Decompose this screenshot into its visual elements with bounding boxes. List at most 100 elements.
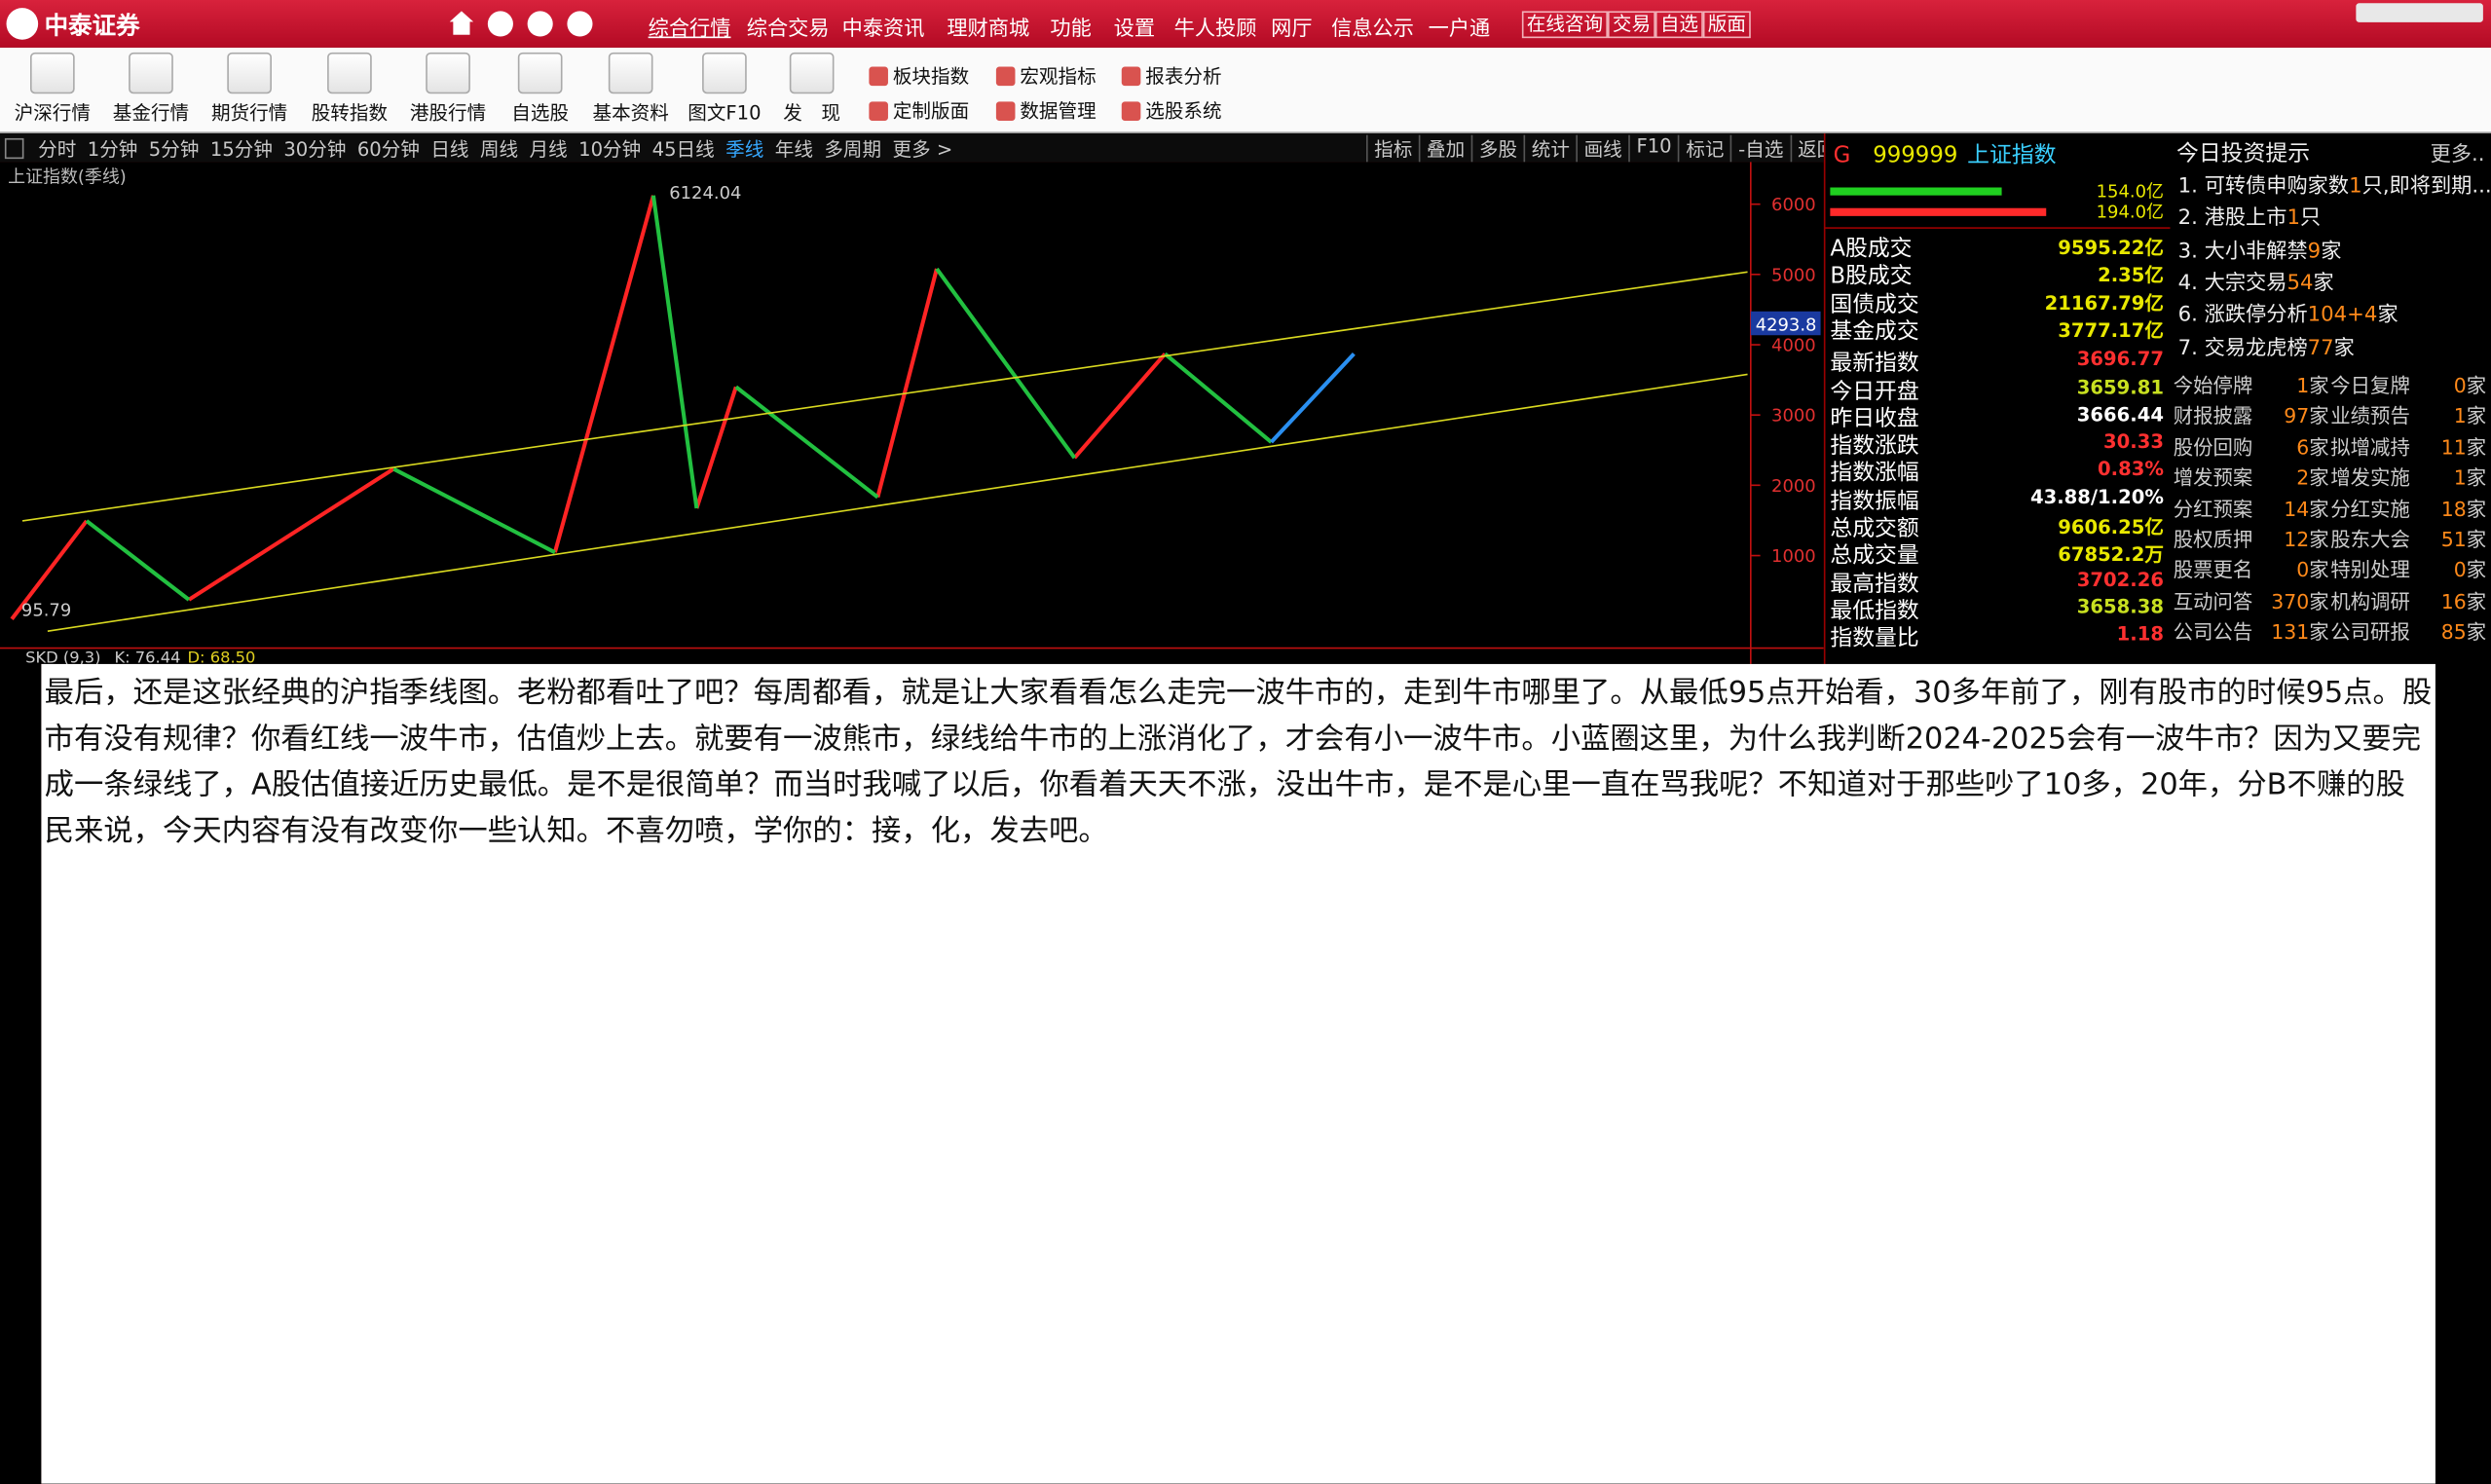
- grid-count: 11: [2440, 434, 2467, 460]
- grid-label: 股份回购: [2173, 434, 2253, 460]
- nav-item[interactable]: 功能: [1050, 17, 1092, 42]
- toolbar-icon: [227, 52, 272, 94]
- tip-item[interactable]: 3. 大小非解禁9家: [2178, 233, 2342, 263]
- header-button[interactable]: 在线咨询: [1521, 11, 1609, 39]
- wave-line: [1072, 352, 1167, 460]
- nav-item[interactable]: 综合交易: [746, 17, 830, 42]
- tip-item[interactable]: 6. 涨跌停分析104+4家: [2178, 297, 2398, 327]
- grid-count: 2: [2296, 465, 2310, 490]
- forward-button[interactable]: [527, 11, 553, 37]
- nav-item[interactable]: 综合行情: [648, 17, 731, 42]
- chart-tool[interactable]: F10: [1628, 134, 1678, 163]
- window-controls[interactable]: [2356, 3, 2483, 22]
- chart-tool[interactable]: 指标: [1366, 134, 1419, 163]
- y-tick-label: 4000: [1771, 336, 1816, 356]
- period-tab[interactable]: 周线: [479, 137, 519, 161]
- toolbar-link[interactable]: 选股系统: [1122, 97, 1221, 125]
- period-tab[interactable]: 1分钟: [87, 137, 138, 161]
- header-button[interactable]: 自选: [1654, 11, 1703, 39]
- nav-item[interactable]: 信息公示: [1331, 17, 1414, 42]
- tip-item[interactable]: 2. 港股上市1只: [2178, 201, 2322, 231]
- tool-row: 指标 叠加 多股 统计 画线 F10 标记 -自选 返回: [1366, 134, 1842, 163]
- wave-line: [875, 268, 939, 499]
- toolbar-label: 图文F10: [688, 101, 762, 125]
- toolbar-label: 基本资料: [592, 101, 669, 125]
- back-button[interactable]: [487, 11, 513, 37]
- tip-item[interactable]: 4. 大宗交易54家: [2178, 265, 2334, 295]
- toolbar-link[interactable]: 宏观指标: [996, 62, 1096, 90]
- wave-line: [10, 519, 89, 620]
- period-tab[interactable]: 月线: [529, 137, 568, 161]
- grid-count: 85: [2440, 619, 2467, 645]
- toolbar-link[interactable]: 报表分析: [1122, 62, 1221, 90]
- chart: 上证指数(季线) 1000 2000 3000 4000 5000 6000 6124.04 9…: [0, 162, 1824, 666]
- volume-bar: [1830, 187, 2002, 196]
- toolbar-button[interactable]: 港股行情: [402, 52, 495, 126]
- grid-unit: 家: [2466, 588, 2487, 613]
- period-tab[interactable]: 10分钟: [578, 137, 642, 161]
- chart-tool[interactable]: 多股: [1470, 134, 1524, 163]
- quote-label: 指数涨跌: [1830, 433, 1919, 460]
- nav-item[interactable]: 牛人投顾: [1173, 17, 1257, 42]
- tips-panel: 今日投资提示 更多.. 1. 可转债申购家数1只,即将到期... 2. 港股上市1只 3…: [2170, 133, 2491, 664]
- toolbar-button[interactable]: 沪深行情: [7, 52, 99, 126]
- chart-tool[interactable]: -自选: [1730, 134, 1790, 163]
- grid-unit: 家: [2466, 558, 2487, 582]
- period-tabs: 分时 1分钟 5分钟 15分钟 30分钟 60分钟 日线 周线 月线 10分钟 45日线 季线 年线 多周…: [0, 133, 1836, 165]
- nav-item[interactable]: 中泰资讯: [841, 17, 925, 42]
- period-tab[interactable]: 更多 >: [892, 137, 953, 161]
- period-tab[interactable]: 分时: [38, 137, 77, 161]
- nav-item[interactable]: 一户通: [1428, 17, 1491, 42]
- chart-tool[interactable]: 标记: [1678, 134, 1730, 163]
- tip-count: 77: [2307, 336, 2334, 360]
- period-tab[interactable]: 日线: [430, 137, 469, 161]
- toolbar-button[interactable]: 股转指数: [304, 52, 396, 126]
- toolbar-link[interactable]: 数据管理: [996, 97, 1096, 125]
- period-tab[interactable]: 45日线: [651, 137, 715, 161]
- grid-value: 2家: [2174, 461, 2328, 491]
- toolbar-button[interactable]: 基金行情: [105, 52, 198, 126]
- tip-item[interactable]: 1. 可转债申购家数1只,即将到期...: [2178, 168, 2491, 198]
- quote-value: 3702.26: [2076, 568, 2164, 591]
- toolbar-icon: [789, 52, 835, 94]
- chart-tool[interactable]: 叠加: [1418, 134, 1471, 163]
- toolbar-link[interactable]: 板块指数: [869, 62, 969, 90]
- chart-tool[interactable]: 统计: [1523, 134, 1577, 163]
- tips-more[interactable]: 更多..: [2430, 142, 2485, 167]
- grid-unit: 家: [2466, 527, 2487, 552]
- period-tab[interactable]: 60分钟: [356, 137, 420, 161]
- tips-title: 今日投资提示: [2176, 141, 2311, 167]
- period-tab[interactable]: 30分钟: [283, 137, 347, 161]
- chart-tool[interactable]: 画线: [1576, 134, 1628, 163]
- period-tab[interactable]: 年线: [774, 137, 813, 161]
- quote-label: 国债成交: [1830, 291, 1919, 317]
- grid-count: 16: [2440, 588, 2467, 613]
- menu-button[interactable]: [567, 11, 593, 37]
- period-tab[interactable]: 5分钟: [148, 137, 200, 161]
- wave-line: [85, 519, 191, 602]
- high-label: 6124.04: [669, 183, 741, 204]
- wave-line: [734, 385, 879, 500]
- nav-item[interactable]: 设置: [1113, 17, 1156, 42]
- toolbar-button[interactable]: 基本资料: [584, 52, 677, 126]
- period-tab[interactable]: 多周期: [824, 137, 882, 161]
- period-tab[interactable]: 15分钟: [209, 137, 273, 161]
- toolbar-link[interactable]: 定制版面: [869, 97, 969, 125]
- nav-item[interactable]: 网厅: [1271, 17, 1313, 42]
- quote-value: 3696.77: [2076, 348, 2164, 371]
- grid-value: 11家: [2330, 430, 2486, 461]
- period-tab[interactable]: 季线: [725, 137, 764, 161]
- grid-count: 1: [2296, 373, 2310, 397]
- nav-item[interactable]: 理财商城: [947, 17, 1030, 42]
- header-button[interactable]: 版面: [1702, 11, 1751, 39]
- header-button[interactable]: 交易: [1607, 11, 1655, 39]
- toolbar-button[interactable]: 期货行情: [204, 52, 296, 126]
- grid-value: 97家: [2174, 399, 2328, 429]
- grid-label: 分红预案: [2173, 496, 2253, 521]
- tip-item[interactable]: 7. 交易龙虎榜77家: [2178, 330, 2355, 360]
- toolbar-button[interactable]: 发 现: [765, 52, 858, 126]
- toolbar-button[interactable]: 自选股: [494, 52, 586, 126]
- toolbar-button[interactable]: 图文F10: [679, 52, 771, 126]
